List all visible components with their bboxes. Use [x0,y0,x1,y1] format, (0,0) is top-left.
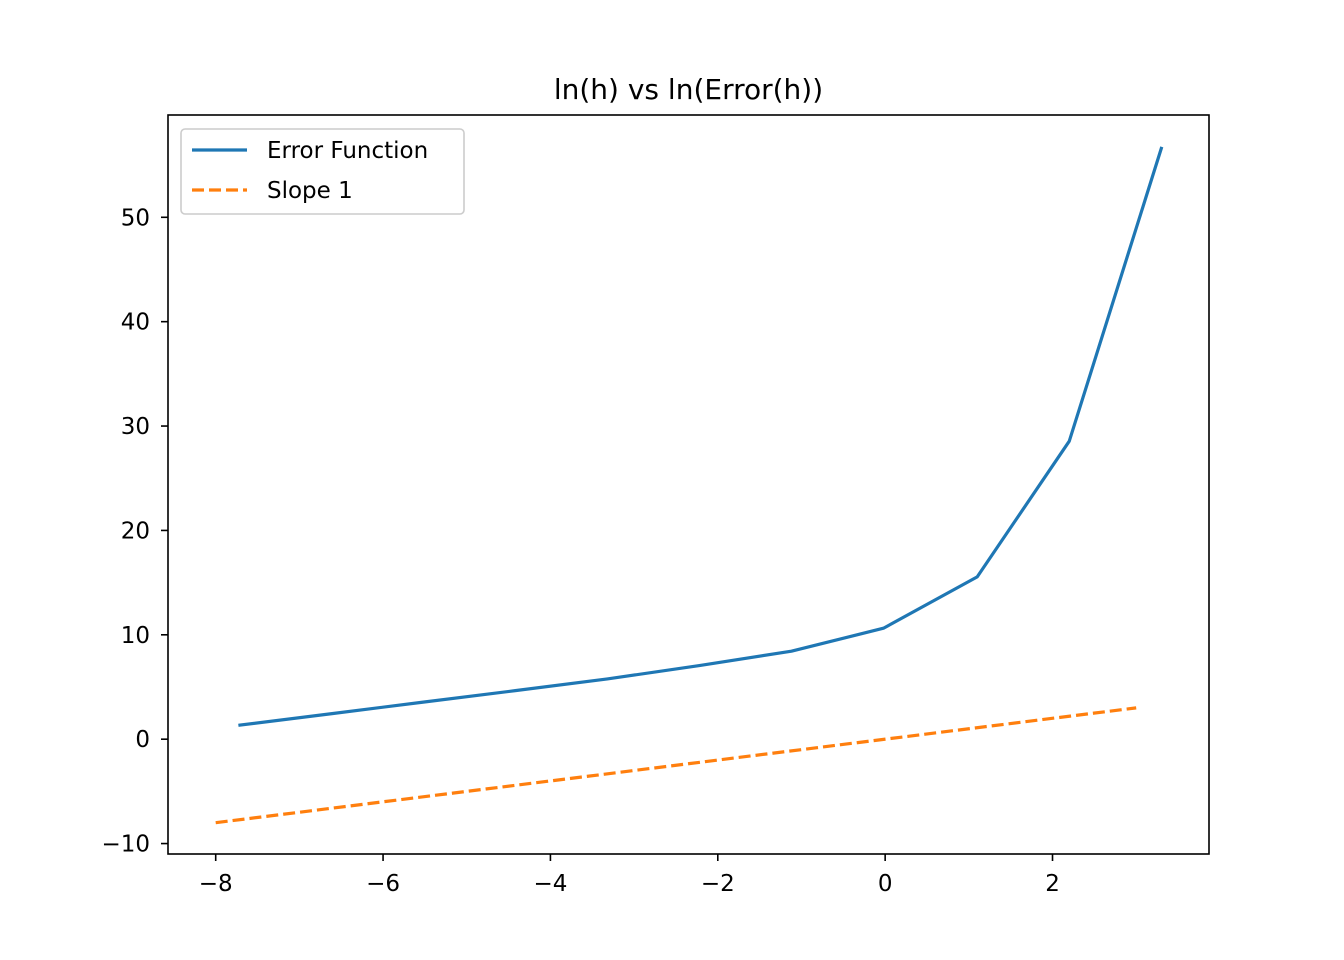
x-tick-label: 0 [878,871,893,897]
y-tick-label: −10 [101,832,150,858]
y-tick-label: 20 [121,518,150,544]
y-tick-label: 30 [121,414,150,440]
axis-layer: −8 −6 −4 −2 0 2 −10 0 10 20 30 40 50 [101,205,1059,897]
y-tick-label: 10 [121,623,150,649]
x-tick-label: 2 [1045,871,1060,897]
legend-label-2: Slope 1 [267,178,353,204]
x-tick-label: −8 [199,871,233,897]
y-tick-label: 40 [121,310,150,336]
plot-layer [215,146,1164,825]
x-tick-label: −4 [533,871,567,897]
legend-box [180,128,465,215]
series-line-1 [238,146,1164,727]
series-line-2 [215,706,1137,825]
y-tick-label: 50 [121,205,150,231]
x-tick-label: −6 [366,871,400,897]
y-tick-label: 0 [135,727,150,753]
x-tick-label: −2 [701,871,735,897]
plot-frame [167,114,1210,855]
legend-label-1: Error Function [267,138,428,164]
legend: Error Function Slope 1 [180,128,465,215]
chart-title: ln(h) vs ln(Error(h)) [554,73,823,106]
